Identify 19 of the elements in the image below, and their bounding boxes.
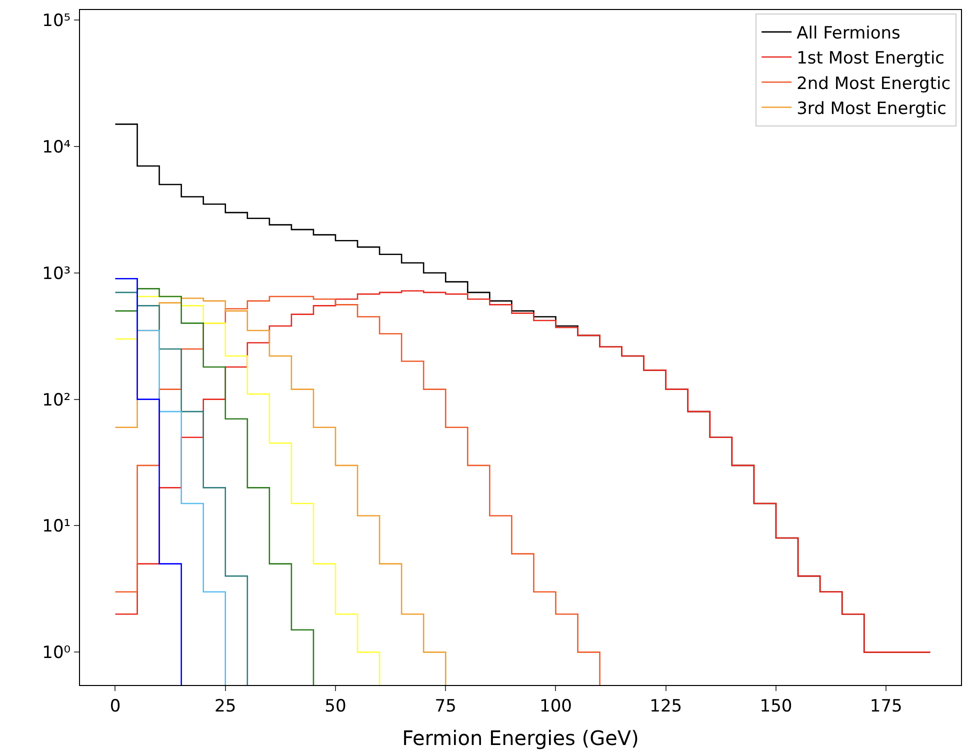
x-tick-label: 50: [324, 696, 346, 716]
y-tick-label: 10⁰: [42, 643, 71, 664]
x-axis-title: Fermion Energies (GeV): [402, 726, 639, 750]
x-tick-label: 100: [540, 696, 572, 716]
legend-label: 3rd Most Energtic: [796, 98, 946, 119]
x-tick-label: 0: [110, 696, 121, 716]
legend-label: All Fermions: [796, 24, 901, 44]
y-tick-label: 10³: [42, 264, 71, 284]
y-tick-label: 10⁴: [42, 137, 71, 158]
legend-label: 1st Most Energtic: [796, 48, 945, 69]
x-tick-label: 25: [214, 696, 236, 716]
y-tick-label: 10¹: [42, 516, 71, 537]
x-tick-label: 175: [870, 696, 902, 716]
y-tick-label: 10²: [42, 390, 71, 410]
legend-label: 2nd Most Energtic: [796, 74, 951, 94]
x-tick-label: 125: [650, 696, 682, 716]
x-tick-label: 150: [760, 696, 792, 716]
y-tick-label: 10⁵: [42, 10, 71, 31]
x-tick-label: 75: [434, 696, 456, 716]
